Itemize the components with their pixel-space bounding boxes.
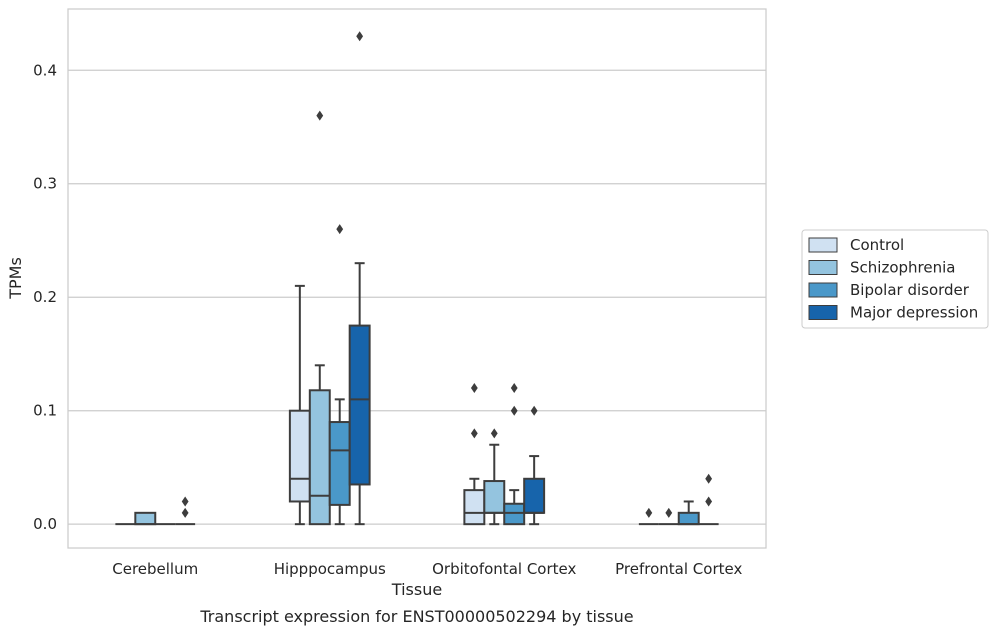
- outlier-point: [490, 428, 498, 439]
- legend-label: Schizophrenia: [850, 259, 955, 277]
- box-major-depression: [348, 31, 371, 526]
- outlier-point: [705, 473, 713, 484]
- box-body: [463, 489, 486, 526]
- x-tick-label: Orbitofontal Cortex: [432, 560, 576, 578]
- y-tick-label: 0.4: [33, 61, 57, 79]
- box-body: [288, 409, 311, 503]
- plot-area: [115, 31, 719, 526]
- legend-swatch: [808, 237, 838, 253]
- box-body: [483, 480, 506, 514]
- outlier-point: [316, 110, 324, 121]
- y-tick-label: 0.2: [33, 288, 57, 306]
- x-tick-label: Cerebellum: [112, 560, 198, 578]
- box-body: [308, 389, 331, 526]
- box-major-depression: [175, 496, 196, 526]
- legend-swatch: [808, 260, 838, 275]
- box-schizophrenia: [483, 428, 506, 526]
- legend: Control Schizophrenia Bipolar disorder Majo…: [801, 229, 989, 329]
- outlier-point: [470, 428, 478, 439]
- box-schizophrenia: [658, 507, 679, 526]
- box-bipolar-disorder: [503, 383, 526, 526]
- box-control: [463, 383, 486, 526]
- y-axis-ticks: 0.0 0.1 0.2 0.3 0.4: [33, 61, 57, 533]
- x-tick-label: Hipppocampus: [274, 560, 386, 578]
- chart-caption: Transcript expression for ENST0000050229…: [199, 607, 633, 626]
- legend-swatch: [808, 282, 838, 298]
- x-tick-label: Prefrontal Cortex: [615, 560, 742, 578]
- box-control: [638, 507, 659, 526]
- outlier-point: [336, 224, 344, 235]
- box-body: [348, 324, 371, 486]
- y-axis-title: TPMs: [6, 257, 25, 300]
- box-body: [523, 477, 546, 514]
- y-tick-label: 0.0: [33, 515, 57, 533]
- box-body: [503, 502, 526, 526]
- outlier-point: [510, 405, 518, 416]
- x-axis-title: Tissue: [391, 580, 442, 599]
- outlier-point: [181, 496, 189, 507]
- box-body: [134, 511, 157, 526]
- legend-label: Bipolar disorder: [850, 281, 970, 299]
- box-body: [328, 421, 351, 506]
- legend-label: Major depression: [850, 304, 978, 322]
- box-major-depression: [698, 473, 719, 526]
- outlier-point: [705, 496, 713, 507]
- box-major-depression: [523, 405, 546, 526]
- box-control: [288, 284, 311, 526]
- outlier-point: [530, 405, 538, 416]
- y-tick-label: 0.1: [33, 402, 57, 420]
- legend-label: Control: [850, 236, 904, 254]
- x-axis-ticks: Cerebellum Hipppocampus Orbitofontal Corte…: [112, 560, 742, 578]
- outlier-point: [645, 507, 653, 518]
- outlier-point: [510, 383, 518, 394]
- outlier-point: [470, 383, 478, 394]
- legend-frame: [801, 229, 989, 329]
- box-body: [677, 511, 700, 526]
- box-schizophrenia: [134, 511, 157, 526]
- outlier-point: [181, 507, 189, 518]
- outlier-point: [356, 31, 364, 42]
- y-tick-label: 0.3: [33, 175, 57, 193]
- outlier-point: [665, 507, 673, 518]
- legend-swatch: [808, 305, 838, 320]
- plot-frame: [67, 8, 767, 549]
- box-bipolar-disorder: [677, 500, 700, 526]
